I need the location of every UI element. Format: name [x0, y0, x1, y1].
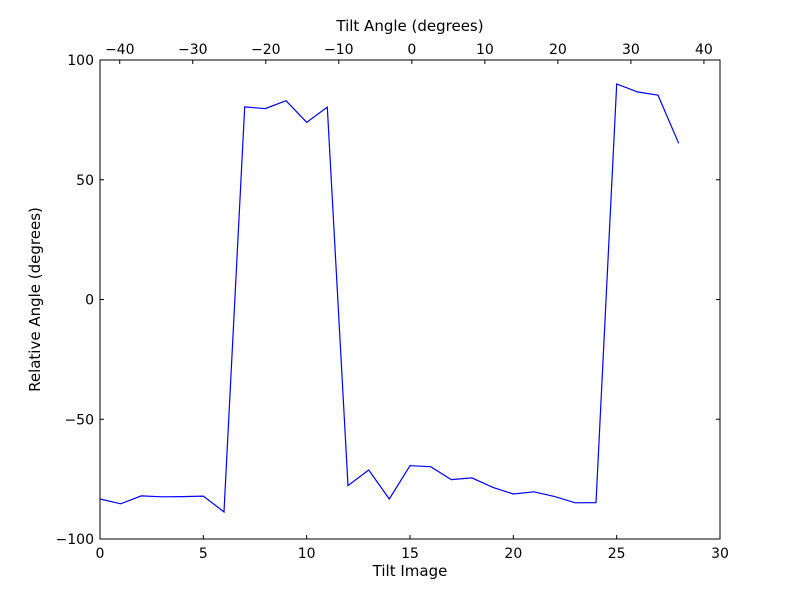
x-tick-label: 0: [96, 546, 105, 562]
plot-frame: [99, 59, 721, 540]
y-tick-label: −100: [56, 532, 94, 548]
x-tick-label: 30: [711, 546, 729, 562]
top-x-tick-label: 20: [549, 42, 567, 58]
x-tick-label: 15: [401, 546, 419, 562]
y-tick-label: 100: [67, 53, 94, 69]
top-x-tick-label: −30: [178, 42, 208, 58]
top-x-tick-label: −20: [251, 42, 281, 58]
x-axis-title: Tilt Image: [372, 562, 448, 580]
top-x-tick-label: −40: [105, 42, 135, 58]
top-x-axis-title: Tilt Angle (degrees): [335, 17, 483, 35]
top-x-tick-label: 40: [695, 42, 713, 58]
top-x-tick-label: 10: [476, 42, 494, 58]
x-tick-label: 20: [504, 546, 522, 562]
y-axis-title: Relative Angle (degrees): [26, 207, 44, 392]
series-line-0: [99, 83, 680, 514]
x-tick-label: 25: [608, 546, 626, 562]
plot-area: [100, 60, 720, 539]
y-tick-label: 0: [85, 293, 94, 309]
y-tick-label: −50: [64, 412, 94, 428]
y-tick-label: 50: [76, 173, 94, 189]
tick-layer: 0 5 10 15 20 25 30−40 −30 −20 −10 0 10 20 30 40−100−50…: [56, 42, 729, 562]
x-tick-label: 10: [298, 546, 316, 562]
x-tick-label: 5: [199, 546, 208, 562]
top-x-tick-label: 0: [407, 42, 416, 58]
top-x-tick-label: 30: [622, 42, 640, 58]
series-layer: [99, 83, 680, 514]
top-x-tick-label: −10: [324, 42, 354, 58]
